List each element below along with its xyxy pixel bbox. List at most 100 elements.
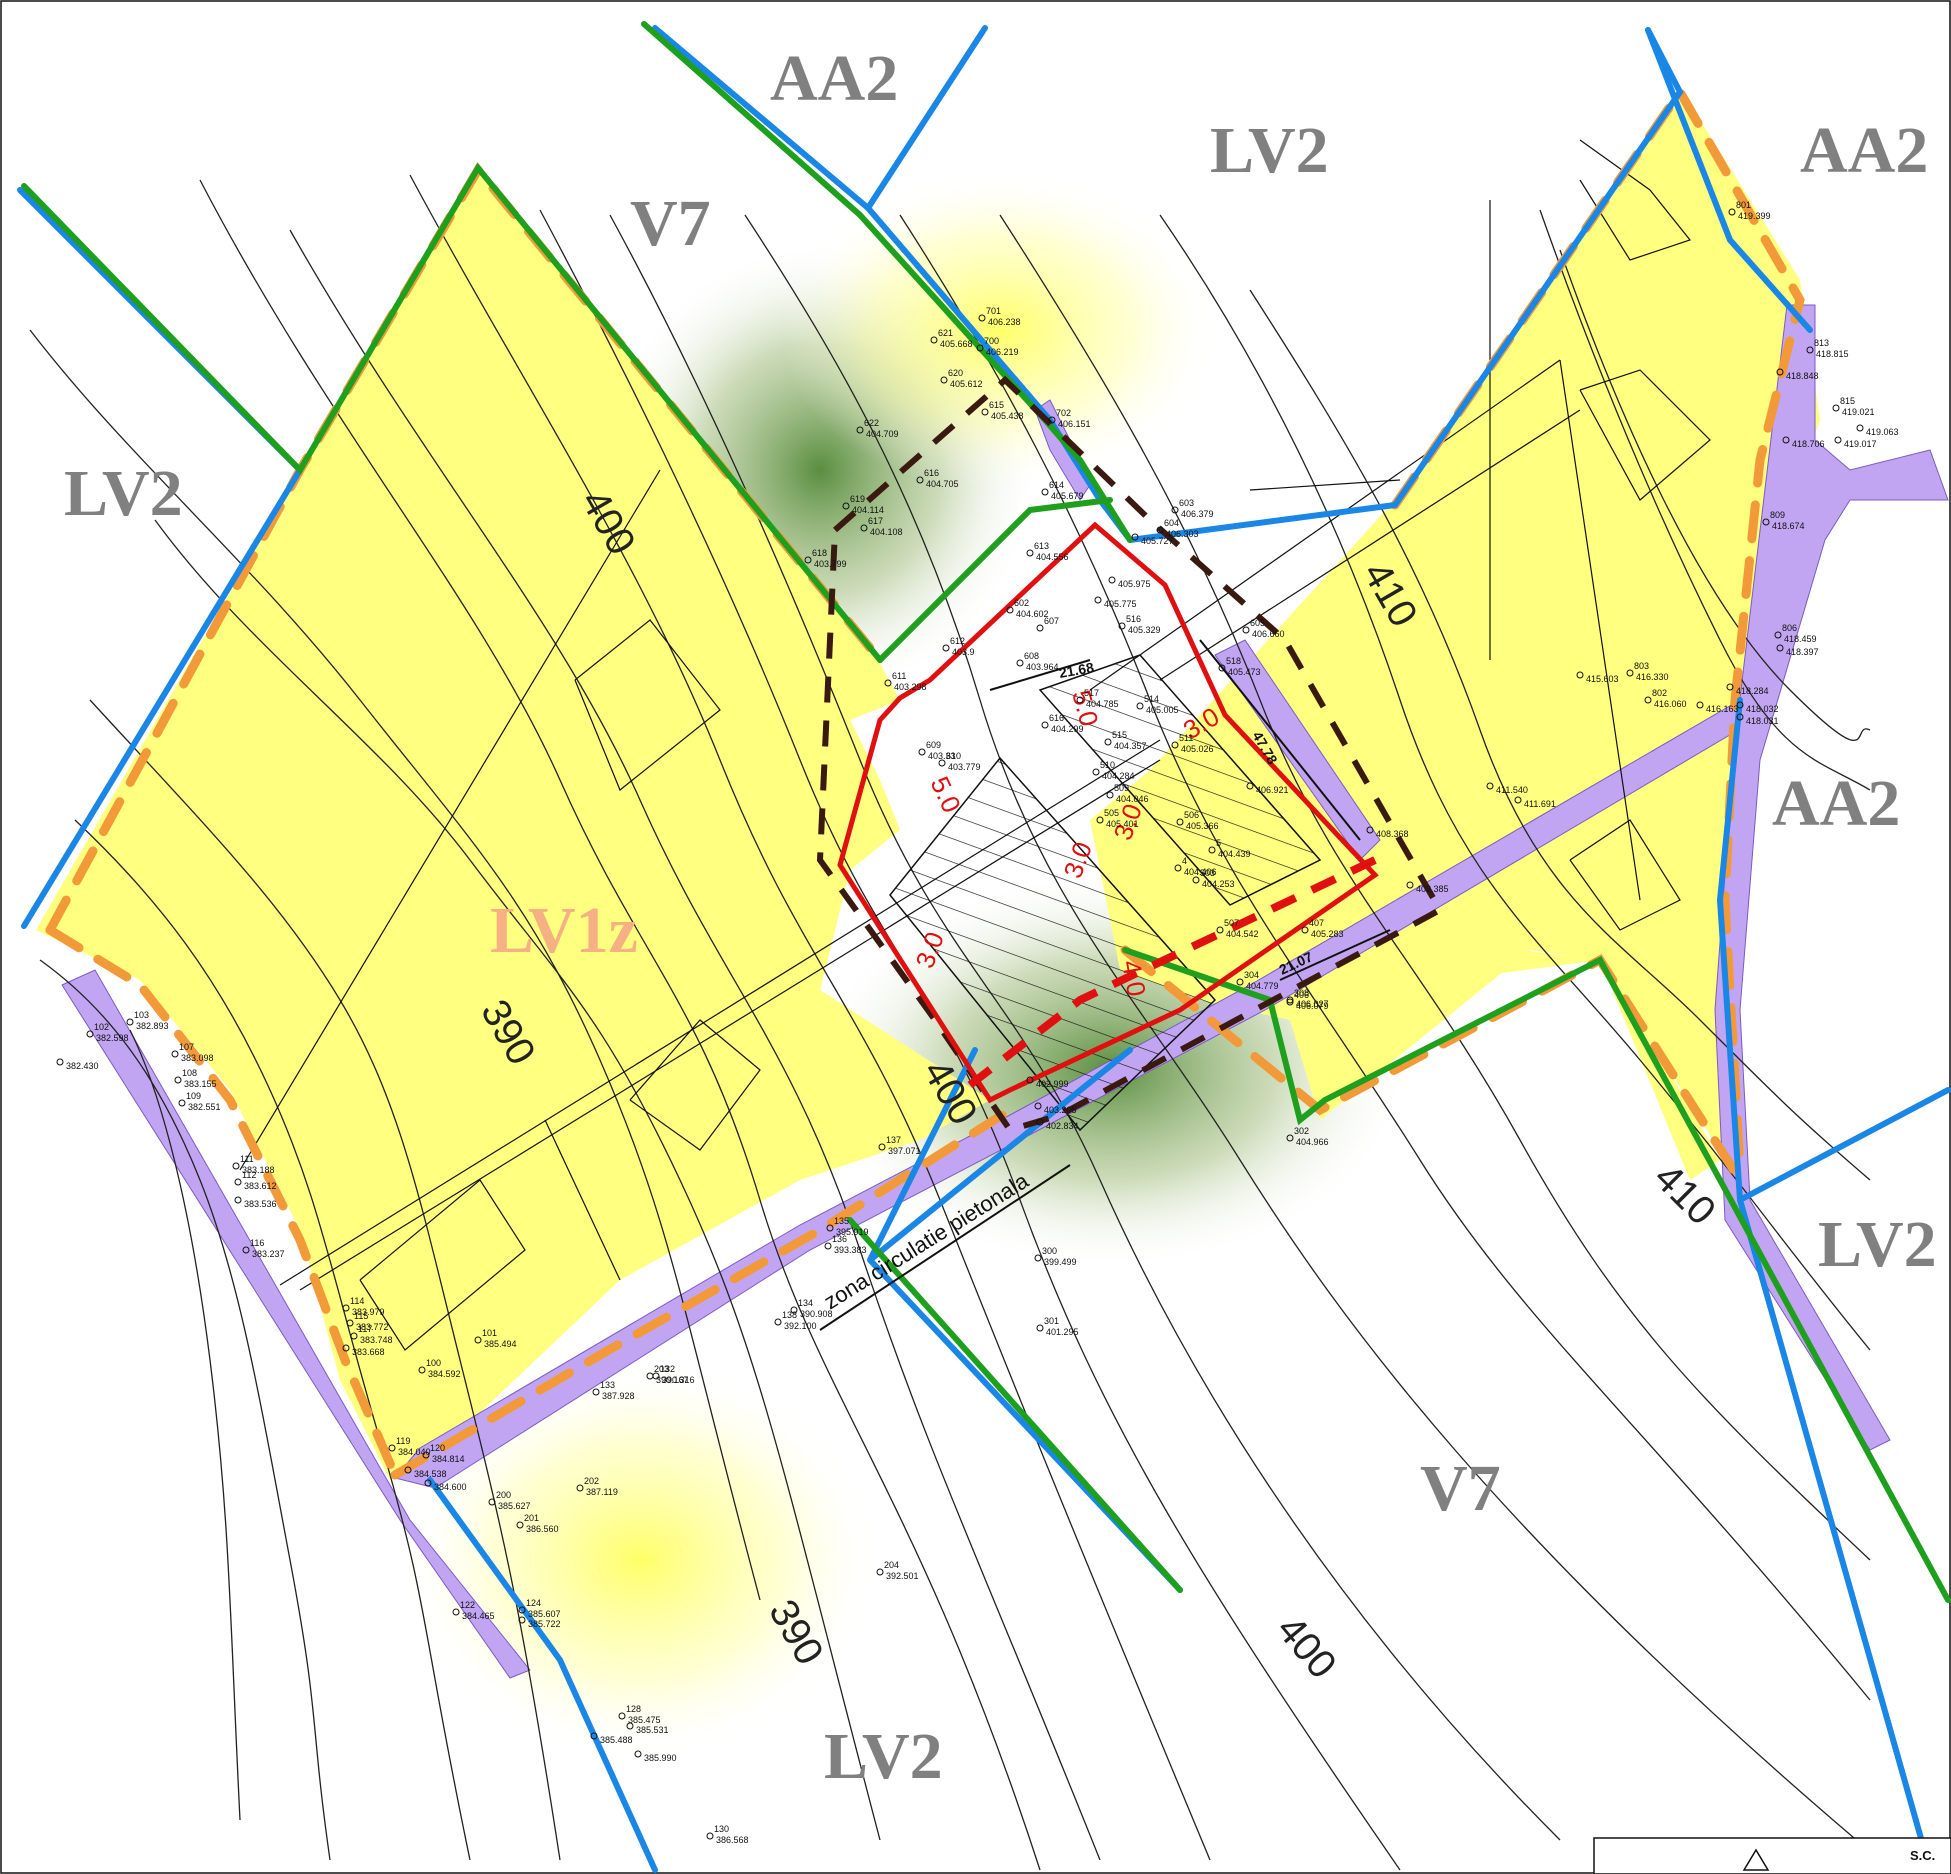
- building-setback-red-dashed: [967, 856, 1377, 1089]
- survey-point: 383.668: [342, 1344, 385, 1357]
- length-label: 21.68: [1058, 659, 1095, 681]
- survey-point-marker: [592, 1388, 600, 1396]
- survey-point-elevation: 399.499: [1044, 1257, 1077, 1267]
- survey-point-elevation: 404.108: [870, 527, 903, 537]
- survey-point-marker: [422, 1451, 430, 1459]
- survey-point-id: 114: [350, 1296, 364, 1306]
- survey-point-elevation: 384.600: [434, 1482, 467, 1492]
- title-block: [1593, 1837, 1951, 1874]
- survey-point-id: 109: [186, 1091, 201, 1101]
- survey-point-marker: [1576, 671, 1584, 679]
- survey-point-elevation: 416.330: [1636, 672, 1669, 682]
- survey-point-id: 516: [1126, 614, 1141, 624]
- survey-point: 406.921: [1246, 782, 1289, 795]
- survey-point-id: 102: [94, 1022, 109, 1032]
- survey-point-elevation: 405.401: [1106, 819, 1139, 829]
- survey-point-marker: [1076, 696, 1084, 704]
- survey-point-elevation: 411.540: [1496, 785, 1528, 795]
- survey-point-id: 518: [1226, 656, 1241, 666]
- regulated-zone-dashed: [816, 375, 1445, 1134]
- north-arrow-icon: [1742, 1848, 1770, 1871]
- survey-point-marker: [1171, 741, 1179, 749]
- survey-point-id: 511: [1179, 733, 1193, 743]
- survey-point-marker: [1106, 791, 1114, 799]
- survey-point-marker: [1016, 659, 1024, 667]
- survey-point-elevation: 384.465: [462, 1611, 495, 1621]
- survey-point-elevation: 404.542: [1226, 929, 1259, 939]
- survey-point-elevation: 403.964: [1026, 662, 1059, 672]
- survey-point-id: 613: [1034, 541, 1049, 551]
- survey-point: 385.722: [518, 1616, 561, 1629]
- survey-point-elevation: 418.459: [1784, 634, 1817, 644]
- survey-point-marker: [346, 1319, 354, 1327]
- survey-point-marker: [884, 679, 892, 687]
- survey-point-elevation: 393.383: [834, 1245, 867, 1255]
- survey-point-marker: [1034, 1254, 1042, 1262]
- survey-point-elevation: 387.119: [586, 1487, 618, 1497]
- survey-point-id: 115: [354, 1311, 368, 1321]
- survey-point-id: 133: [600, 1380, 615, 1390]
- survey-point-marker: [452, 1608, 460, 1616]
- survey-point-marker: [342, 1304, 350, 1312]
- zone-label: AA2: [1800, 114, 1928, 187]
- survey-point-marker: [1174, 864, 1182, 872]
- zone-label: LV1z: [490, 894, 638, 967]
- survey-point: 607: [1036, 616, 1059, 632]
- survey-point-elevation: 390.316: [662, 1375, 695, 1385]
- survey-point-elevation: 404.046: [1116, 794, 1149, 804]
- survey-point-marker: [418, 1366, 426, 1374]
- survey-point-marker: [1118, 622, 1126, 630]
- survey-point-elevation: 392.100: [784, 1321, 817, 1331]
- survey-point-id: 607: [1044, 616, 1059, 626]
- survey-point-id: 617: [868, 516, 883, 526]
- survey-point-id: 803: [1634, 661, 1649, 671]
- survey-point-elevation: 383.188: [242, 1165, 275, 1175]
- survey-point-marker: [1806, 346, 1814, 354]
- survey-point-marker: [1832, 404, 1840, 412]
- survey-point: 383.536: [234, 1196, 277, 1209]
- survey-point-id: 120: [430, 1443, 445, 1453]
- survey-point-elevation: 403.799: [814, 559, 847, 569]
- survey-point-elevation: 418.397: [1786, 647, 1819, 657]
- survey-point-marker: [388, 1444, 396, 1452]
- survey-point: 385.531: [626, 1722, 669, 1735]
- survey-point-elevation: 383.772: [356, 1322, 389, 1332]
- survey-point-elevation: 416.163: [1706, 704, 1739, 714]
- survey-point-marker: [1736, 701, 1744, 709]
- survey-point-elevation: 405.668: [940, 339, 973, 349]
- survey-point: 403.205: [1034, 1102, 1077, 1115]
- survey-point-marker: [804, 556, 812, 564]
- survey-point-marker: [350, 1332, 358, 1340]
- survey-point-elevation: 418.815: [1816, 349, 1849, 359]
- survey-point-marker: [930, 336, 938, 344]
- survey-point-elevation: 401.295: [1046, 1327, 1079, 1337]
- survey-point-marker: [1728, 208, 1736, 216]
- survey-point-id: 134: [798, 1298, 813, 1308]
- survey-point-marker: [171, 1050, 179, 1058]
- survey-point-elevation: 406.921: [1256, 785, 1289, 795]
- survey-point-elevation: 404.114: [852, 505, 884, 515]
- survey-point-marker: [1156, 526, 1164, 534]
- survey-point-marker: [1104, 738, 1112, 746]
- survey-point-elevation: 385.531: [636, 1725, 669, 1735]
